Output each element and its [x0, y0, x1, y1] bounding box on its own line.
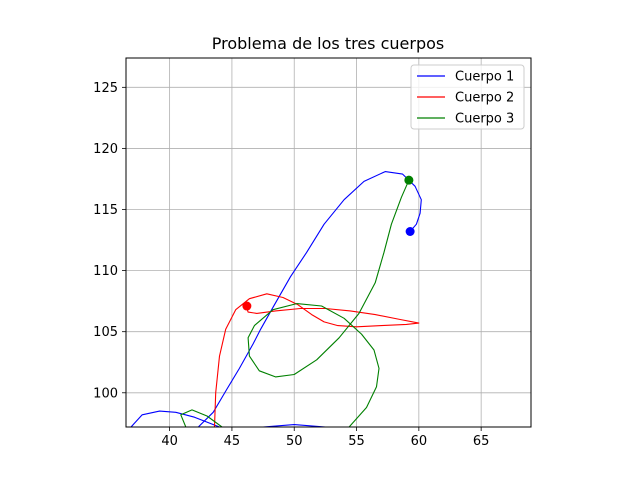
cuerpo-2-marker	[242, 301, 252, 311]
plot-lines	[130, 171, 422, 427]
axis-ticks: 40 45 50 55 60 65 100 105 110 115 120 125	[93, 81, 489, 449]
legend-label-cuerpo-2: Cuerpo 2	[455, 91, 514, 106]
cuerpo-2-line	[213, 293, 420, 427]
x-tick-label: 60	[411, 434, 428, 449]
y-tick-label: 105	[93, 325, 118, 340]
y-tick-label: 120	[93, 142, 118, 157]
cuerpo-1-marker	[405, 227, 415, 237]
x-tick-label: 40	[161, 434, 178, 449]
legend-label-cuerpo-3: Cuerpo 3	[455, 112, 514, 127]
chart-title: Problema de los tres cuerpos	[212, 34, 444, 53]
x-tick-label: 50	[286, 434, 303, 449]
y-tick-label: 115	[93, 203, 118, 218]
legend-box	[410, 64, 525, 130]
cuerpo-3-marker	[404, 175, 414, 185]
cuerpo-1-line	[130, 171, 422, 427]
x-tick-label: 55	[348, 434, 365, 449]
legend-label-cuerpo-1: Cuerpo 1	[455, 70, 514, 85]
end-markers	[242, 175, 415, 311]
legend: Cuerpo 1 Cuerpo 2 Cuerpo 3	[410, 64, 525, 130]
y-tick-label: 100	[93, 386, 118, 401]
y-tick-label: 110	[93, 264, 118, 279]
cuerpo-1-line-segment	[263, 424, 326, 427]
x-tick-label: 45	[224, 434, 241, 449]
x-tick-label: 65	[473, 434, 490, 449]
y-tick-label: 125	[93, 81, 118, 96]
cuerpo-3-line	[180, 179, 410, 427]
plot-frame	[125, 57, 532, 428]
